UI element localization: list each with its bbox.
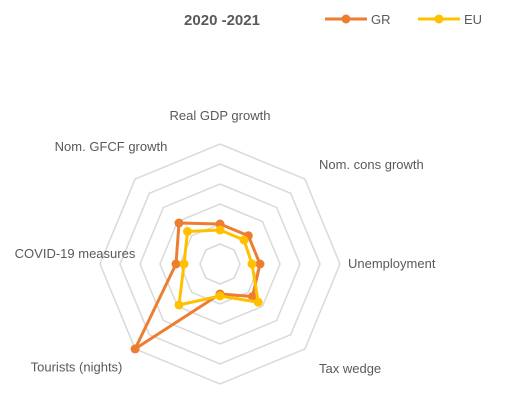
legend-marker — [341, 14, 351, 24]
data-point — [179, 259, 189, 269]
legend-marker — [434, 14, 444, 24]
grid-ring — [159, 203, 281, 325]
data-point — [239, 235, 249, 245]
category-label: Unemployment — [348, 256, 436, 271]
data-point — [253, 297, 263, 307]
category-labels: Real GDP growth Nom. cons growth Unemploym… — [15, 108, 436, 412]
data-point — [130, 344, 140, 354]
category-label: Tax wedge — [319, 361, 381, 376]
category-label: Tourists (nights) — [31, 360, 123, 375]
data-point — [248, 292, 257, 301]
grid-ring — [139, 183, 301, 345]
data-point — [215, 225, 225, 235]
data-point — [174, 300, 184, 310]
category-label: Nom. cons growth — [319, 157, 424, 172]
data-point — [183, 227, 192, 236]
legend-label: EU — [464, 12, 482, 27]
legend-item: EU — [418, 12, 482, 27]
legend-label: GR — [371, 12, 391, 27]
series-layer — [130, 218, 265, 354]
grid-ring — [99, 143, 341, 385]
data-point — [171, 259, 181, 269]
category-label: COVID-19 measures — [15, 246, 136, 261]
category-label: Real GDP growth — [170, 108, 271, 123]
grid-ring — [119, 163, 321, 365]
grid-ring — [199, 243, 241, 285]
legend-item: GR — [325, 12, 391, 27]
data-point — [255, 259, 265, 269]
data-point — [247, 259, 257, 269]
series-eu — [174, 225, 263, 310]
data-point — [174, 218, 184, 228]
chart-title: 2020 -2021 — [184, 12, 260, 29]
legend: GR EU — [325, 12, 482, 27]
category-label: Nom. GFCF growth — [55, 139, 168, 154]
data-point — [215, 291, 225, 301]
